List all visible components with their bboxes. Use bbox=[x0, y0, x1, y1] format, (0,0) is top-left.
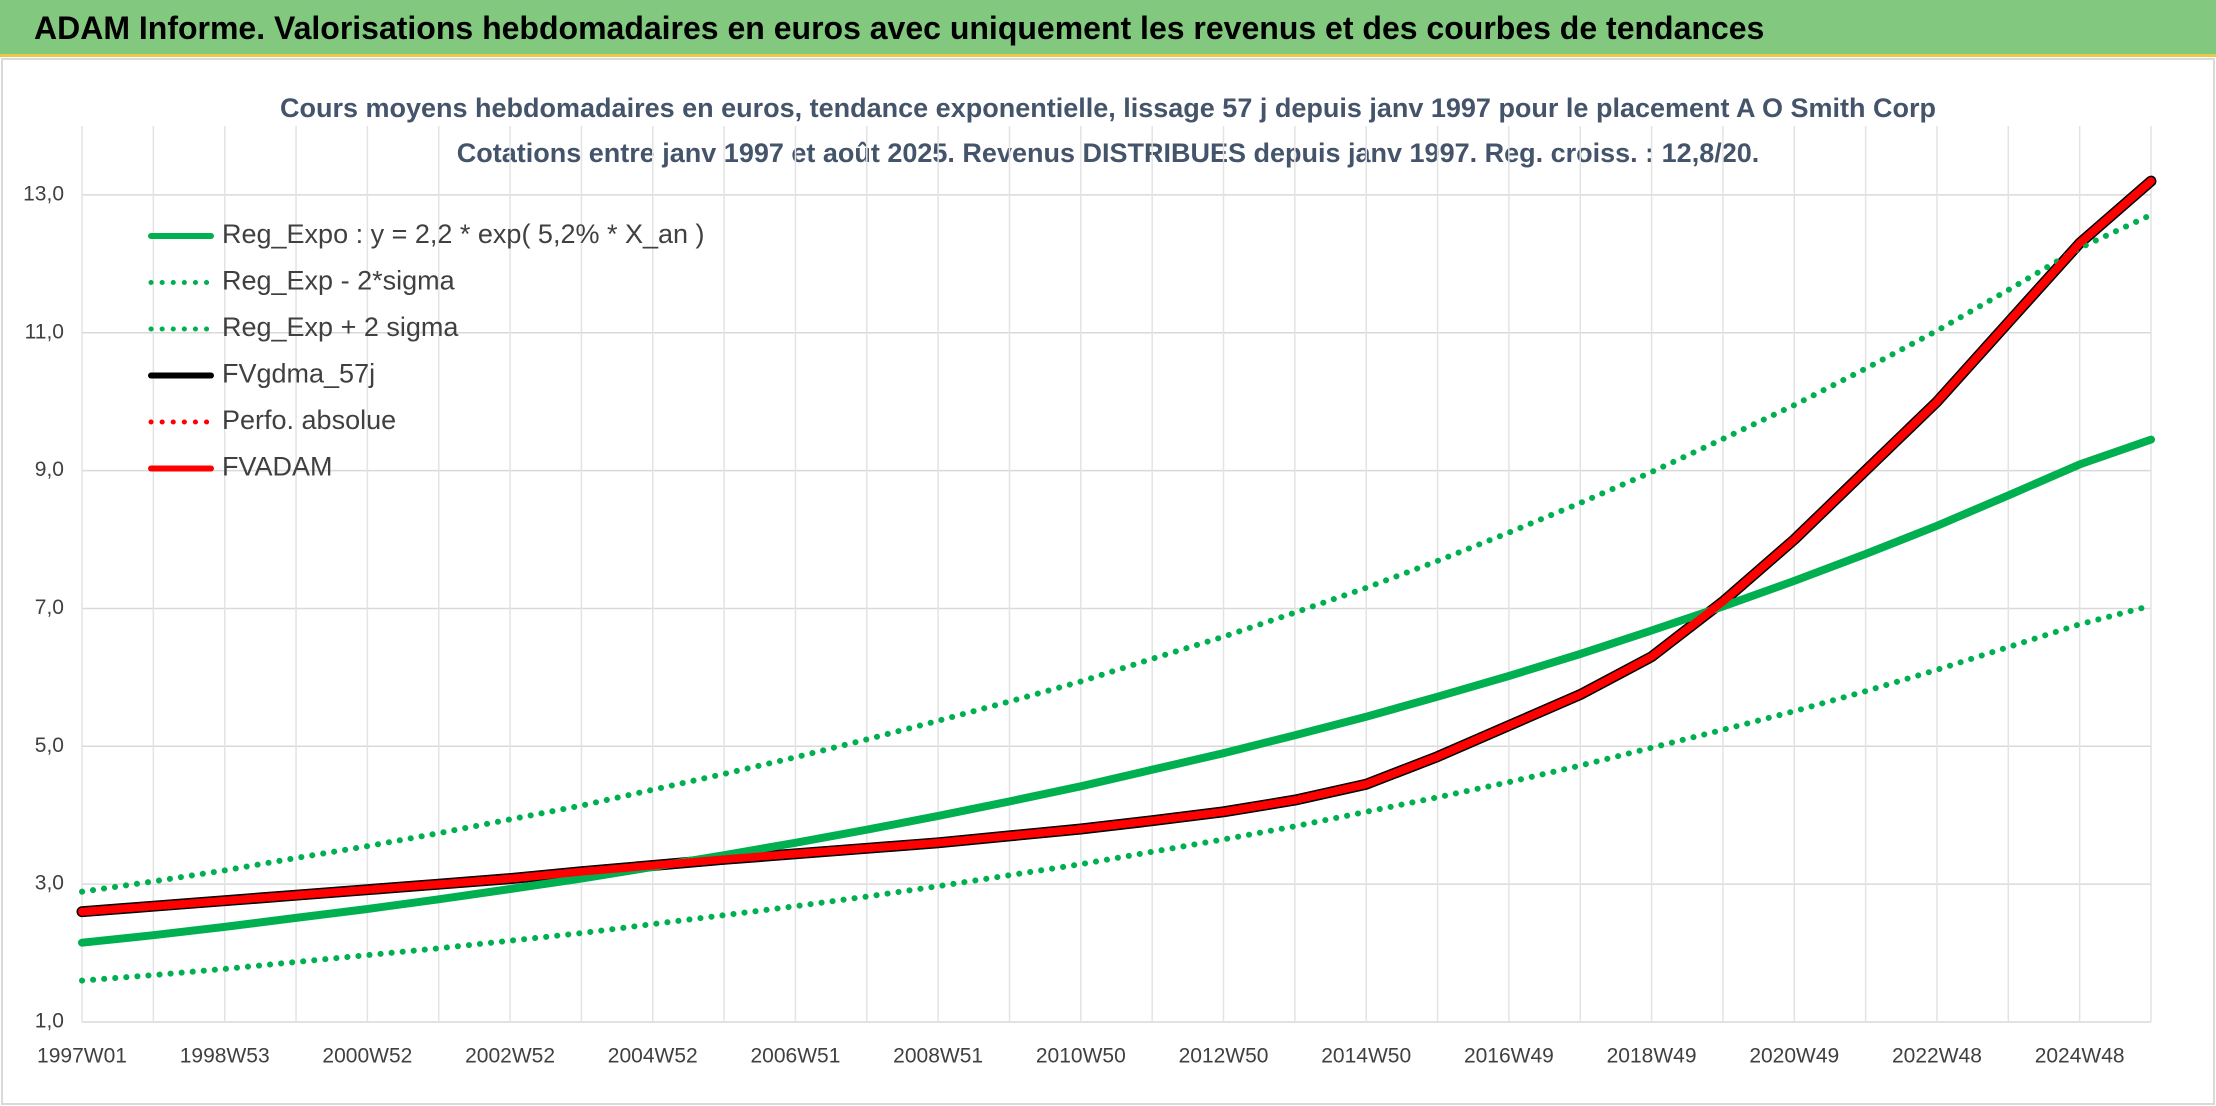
legend-label: Reg_Exp - 2*sigma bbox=[222, 266, 456, 296]
x-tick-label: 2024W48 bbox=[2035, 1045, 2125, 1068]
series-line bbox=[78, 435, 2155, 947]
x-tick-label: 2022W48 bbox=[1892, 1045, 1982, 1068]
series-line bbox=[78, 177, 2155, 916]
x-tick-label: 2012W50 bbox=[1179, 1045, 1269, 1068]
x-tick-label: 2000W52 bbox=[322, 1045, 412, 1068]
x-tick-label: 2004W52 bbox=[608, 1045, 698, 1068]
y-tick-label: 7,0 bbox=[35, 596, 64, 619]
series-line bbox=[79, 211, 2154, 895]
x-tick-label: 2014W50 bbox=[1321, 1045, 1411, 1068]
header-title: ADAM Informe. Valorisations hebdomadaire… bbox=[34, 10, 1765, 46]
x-tick-label: 1998W53 bbox=[180, 1045, 270, 1068]
y-tick-label: 1,0 bbox=[35, 1010, 64, 1033]
y-tick-label: 9,0 bbox=[35, 458, 64, 481]
legend-label: Perfo. absolue bbox=[222, 405, 396, 435]
y-tick-label: 13,0 bbox=[23, 182, 64, 205]
header: ADAM Informe. Valorisations hebdomadaire… bbox=[0, 0, 2216, 57]
x-tick-label: 2008W51 bbox=[893, 1045, 983, 1068]
x-tick-label: 2002W52 bbox=[465, 1045, 555, 1068]
y-tick-label: 5,0 bbox=[35, 734, 64, 757]
legend-label: FVgdma_57j bbox=[222, 359, 375, 389]
x-tick-label: 1997W01 bbox=[37, 1045, 127, 1068]
chart-frame bbox=[1, 58, 2215, 1105]
series-line bbox=[79, 602, 2154, 984]
y-tick-label: 11,0 bbox=[25, 320, 64, 343]
legend-label: Reg_Exp + 2 sigma bbox=[222, 312, 459, 342]
x-tick-label: 2018W49 bbox=[1607, 1045, 1697, 1068]
chart: Cours moyens hebdomadaires en euros, ten… bbox=[1, 58, 2215, 1105]
y-tick-label: 3,0 bbox=[35, 872, 64, 895]
x-tick-label: 2006W51 bbox=[750, 1045, 840, 1068]
chart-subtitle: Cotations entre janv 1997 et août 2025. … bbox=[457, 138, 1760, 168]
chart-title: Cours moyens hebdomadaires en euros, ten… bbox=[280, 93, 1936, 123]
x-tick-label: 2010W50 bbox=[1036, 1045, 1126, 1068]
x-tick-label: 2020W49 bbox=[1749, 1045, 1839, 1068]
legend-label: FVADAM bbox=[222, 452, 333, 482]
x-tick-label: 2016W49 bbox=[1464, 1045, 1554, 1068]
legend-label: Reg_Expo : y = 2,2 * exp( 5,2% * X_an ) bbox=[222, 219, 705, 249]
